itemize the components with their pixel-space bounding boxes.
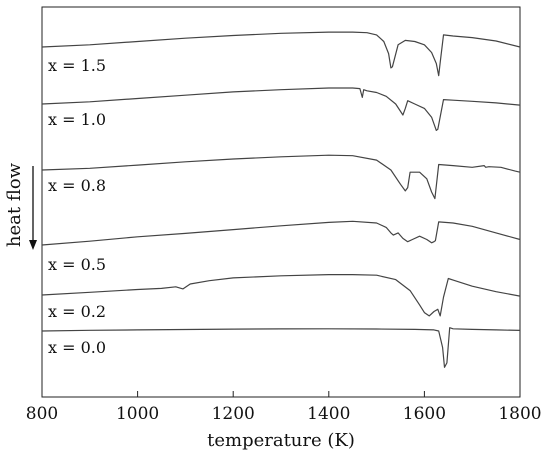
x-tick-label-1600: 1600	[403, 404, 446, 424]
x-tick-label-800: 800	[26, 404, 58, 424]
series-line-4	[41, 220, 521, 246]
series-line-1	[41, 31, 521, 77]
x-axis-tick-labels: 800 1000 1200 1400 1600 1800	[26, 404, 542, 424]
series-line-5	[41, 274, 521, 317]
x-tick-label-1800: 1800	[498, 404, 541, 424]
series-line-2	[41, 87, 521, 131]
plot-frame	[41, 6, 521, 398]
series-label-4: x = 0.5	[48, 255, 106, 274]
series-label-5: x = 0.2	[48, 302, 106, 321]
series-label-3: x = 0.8	[48, 176, 106, 195]
series-label-6: x = 0.0	[48, 338, 106, 357]
series-label-1: x = 1.5	[48, 56, 106, 75]
y-axis-label-group: heat flow	[4, 162, 25, 247]
x-tick-label-1200: 1200	[212, 404, 255, 424]
series-line-6	[41, 327, 521, 368]
x-axis-ticks	[41, 391, 521, 397]
x-tick-label-1400: 1400	[307, 404, 350, 424]
series-curves	[41, 31, 521, 368]
x-axis-label: temperature (K)	[207, 430, 355, 451]
y-axis-label: heat flow	[4, 162, 25, 247]
x-tick-label-1000: 1000	[116, 404, 159, 424]
series-line-3	[41, 154, 521, 200]
series-labels: x = 1.5 x = 1.0 x = 0.8 x = 0.5 x = 0.2 x = 0…	[48, 56, 106, 357]
heat-flow-arrow	[29, 166, 37, 250]
series-label-2: x = 1.0	[48, 110, 106, 129]
